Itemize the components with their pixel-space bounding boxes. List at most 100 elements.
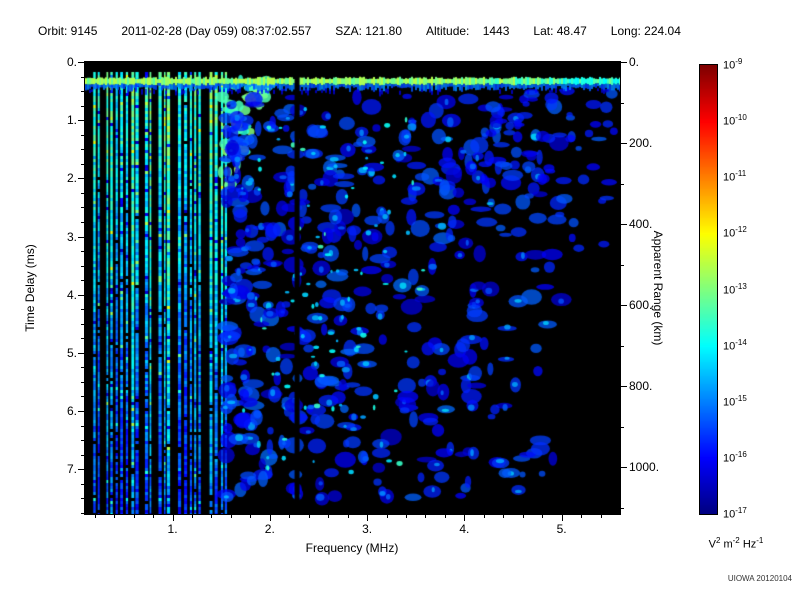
credit-text: UIOWA 20120104 [727,574,792,583]
x-minor-tick-mark [230,515,232,518]
y-right-minor-tick-mark [621,102,624,104]
x-minor-tick-mark [542,515,544,518]
y-left-tick-label: 1. [66,113,77,128]
y-right-tick-label: 600. [629,298,653,313]
x-minor-tick-mark [386,515,388,518]
y-left-minor-tick-mark [81,338,84,340]
y-right-tick-mark [621,224,627,226]
orbit-info: Orbit: 9145 [38,24,98,38]
x-tick-mark [464,515,466,521]
x-minor-tick-mark [444,515,446,518]
y-left-minor-tick-mark [81,381,84,383]
x-minor-tick-mark [503,515,505,518]
x-tick-label: 4. [459,522,470,536]
datetime-info: 2011-02-28 (Day 059) 08:37:02.557 [121,24,312,38]
y-left-minor-tick-mark [81,512,84,514]
x-minor-tick-mark [114,515,116,518]
y-left-tick-mark [78,178,84,180]
x-tick-mark [172,515,174,521]
y-left-minor-tick-mark [81,163,84,165]
colorbar-tick-label: 10-15 [723,393,747,409]
y-left-minor-tick-mark [81,396,84,398]
colorbar-tick-label: 10-13 [723,281,747,297]
y-right-tick-mark [621,386,627,388]
y-right-minor-tick-mark [621,507,624,509]
y-left-minor-tick-mark [81,367,84,369]
y-left-minor-tick-mark [81,483,84,485]
y-left-minor-tick-mark [81,192,84,194]
x-minor-tick-mark [211,515,213,518]
y-left-tick-mark [78,411,84,413]
y-axis-label-right: Apparent Range (km) [651,230,665,346]
x-minor-tick-mark [94,515,96,518]
y-left-minor-tick-mark [81,221,84,223]
y-left-minor-tick-mark [81,280,84,282]
x-minor-tick-mark [153,515,155,518]
colorbar-tick-label: 10-12 [723,225,747,241]
y-right-tick-mark [621,143,627,145]
x-minor-tick-mark [522,515,524,518]
x-minor-tick-mark [581,515,583,518]
header-info: Orbit: 9145 2011-02-28 (Day 059) 08:37:0… [38,24,681,38]
y-right-minor-tick-mark [621,345,624,347]
x-axis-label: Frequency (MHz) [305,541,399,555]
colorbar-tick-label: 10-16 [723,449,747,465]
y-left-tick-mark [78,294,84,296]
colorbar-tick-label: 10-17 [723,506,747,521]
x-minor-tick-mark [308,515,310,518]
y-left-minor-tick-mark [81,149,84,151]
x-minor-tick-mark [250,515,252,518]
y-left-minor-tick-mark [81,425,84,427]
y-right-tick-label: 200. [629,136,653,151]
y-left-minor-tick-mark [81,76,84,78]
x-tick-mark [367,515,369,521]
y-left-tick-label: 4. [66,287,77,302]
x-minor-tick-mark [406,515,407,518]
y-left-minor-tick-mark [81,454,84,456]
y-right-tick-mark [621,62,627,63]
colorbar-unit-label: V2 m-2 Hz-1 [708,536,764,551]
colorbar-tick-label: 10-9 [723,57,743,72]
y-left-tick-mark [78,236,84,238]
y-right-minor-tick-mark [621,426,624,428]
x-minor-tick-mark [289,515,291,518]
y-right-minor-tick-mark [621,183,624,185]
colorbar-tick-label: 10-14 [723,337,747,353]
y-right-minor-tick-mark [621,264,624,266]
x-tick-mark [269,515,271,521]
y-left-tick-mark [78,352,84,354]
y-left-minor-tick-mark [81,440,84,442]
y-left-tick-label: 6. [66,404,77,419]
lat-info: Lat: 48.47 [533,24,587,38]
x-tick-label: 2. [264,522,275,536]
sza-info: SZA: 121.80 [335,24,403,38]
y-right-tick-label: 800. [629,379,653,394]
y-left-minor-tick-mark [81,323,84,325]
x-minor-tick-mark [192,515,193,518]
y-left-tick-mark [78,120,84,122]
x-tick-mark [561,515,563,521]
colorbar [700,65,717,514]
x-minor-tick-mark [133,515,135,518]
altitude-info: Altitude: 1443 [426,24,510,38]
y-right-tick-mark [621,305,627,307]
x-minor-tick-mark [328,515,330,518]
y-left-tick-label: 3. [66,229,77,244]
colorbar-tick-label: 10-11 [723,169,747,184]
y-left-tick-label: 7. [66,462,77,477]
x-tick-label: 3. [362,522,373,536]
y-left-minor-tick-mark [81,309,84,311]
y-left-minor-tick-mark [81,105,84,107]
y-right-tick-label: 400. [629,217,653,232]
y-left-minor-tick-mark [81,251,84,253]
y-right-tick-label: 1000. [629,460,660,475]
y-right-tick-label: 0. [629,55,640,69]
x-minor-tick-mark [483,515,485,518]
y-left-tick-mark [78,469,84,471]
y-left-tick-label: 2. [66,171,77,186]
y-left-minor-tick-mark [81,134,84,136]
y-left-minor-tick-mark [81,498,84,500]
y-left-minor-tick-mark [81,265,84,267]
y-left-tick-mark [78,62,84,63]
